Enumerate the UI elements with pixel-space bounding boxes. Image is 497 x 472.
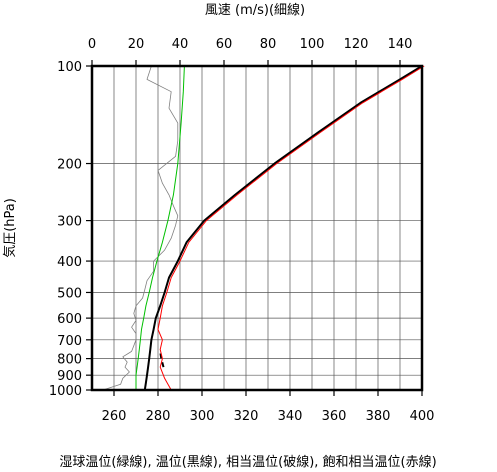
bottom-tick-label: 340	[278, 409, 303, 424]
y-tick-label: 600	[57, 312, 82, 327]
bottom-tick-label: 380	[366, 409, 391, 424]
grid-lines	[91, 65, 423, 391]
bottom-tick-label: 280	[146, 409, 171, 424]
series-lines	[102, 65, 425, 391]
top-tick-label: 20	[128, 37, 145, 52]
tick-labels: 0 20 40 60 80 100 120 140 260 280 300 320 340 360 380 4…	[49, 37, 435, 424]
series-line-3	[159, 351, 165, 368]
y-tick-label: 1000	[49, 384, 82, 399]
series-line-1	[135, 65, 185, 390]
y-tick-label: 500	[57, 286, 82, 301]
top-tick-label: 100	[300, 37, 325, 52]
y-tick-label: 700	[57, 334, 82, 349]
top-tick-label: 40	[172, 37, 189, 52]
plot-border	[90, 64, 424, 392]
bottom-tick-label: 260	[102, 409, 127, 424]
y-tick-label: 800	[57, 353, 82, 368]
bottom-axis-title: 湿球温位(緑線), 温位(黒線), 相当温位(破線), 飽和相当温位(赤線)	[59, 454, 436, 470]
series-line-0	[102, 65, 179, 391]
plot-frame	[86, 60, 424, 396]
series-line-2	[143, 65, 423, 391]
y-axis-title: 気圧(hPa)	[2, 198, 18, 258]
top-tick-label: 120	[344, 37, 369, 52]
top-tick-label: 140	[388, 37, 413, 52]
y-tick-label: 400	[57, 255, 82, 270]
bottom-tick-label: 360	[322, 409, 347, 424]
y-tick-label: 200	[57, 158, 82, 173]
top-tick-label: 0	[88, 37, 96, 52]
y-tick-label: 100	[57, 60, 82, 75]
series-line-4	[157, 65, 425, 391]
y-tick-label: 900	[57, 369, 82, 384]
bottom-tick-label: 400	[410, 409, 435, 424]
bottom-tick-label: 320	[234, 409, 259, 424]
top-tick-label: 60	[216, 37, 233, 52]
bottom-tick-label: 300	[190, 409, 215, 424]
top-axis-title: 風速 (m/s)(細線)	[205, 2, 305, 18]
y-tick-label: 300	[57, 215, 82, 230]
top-tick-label: 80	[260, 37, 277, 52]
